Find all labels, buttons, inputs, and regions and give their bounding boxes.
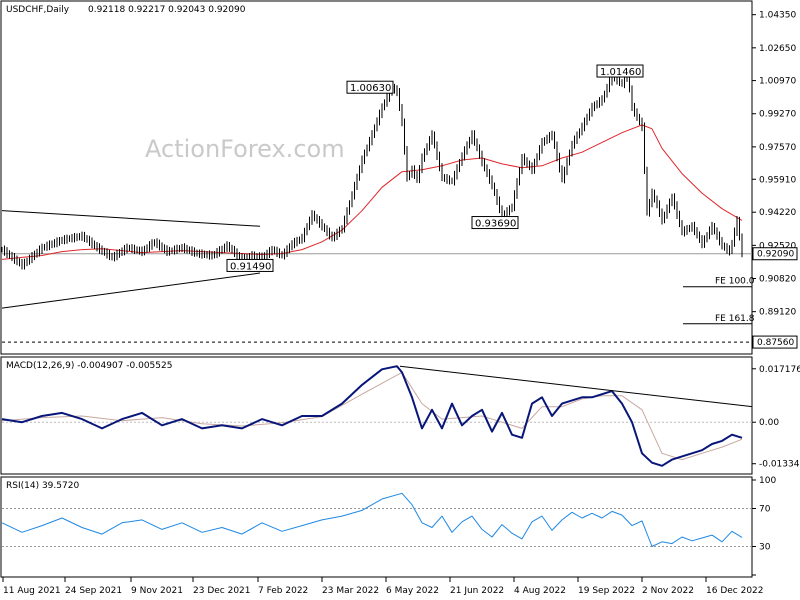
x-tick-label: 21 Jun 2022 xyxy=(450,586,504,596)
annotation-label: 1.01460 xyxy=(600,67,641,78)
upper-trendline xyxy=(1,210,261,227)
macd-tick-label: -0.01334 xyxy=(759,460,800,470)
annotation-label: 1.00630 xyxy=(350,83,391,94)
triangle-trendlines xyxy=(1,210,261,309)
ohlc-label: 0.92118 0.92217 0.92043 0.92090 xyxy=(88,5,246,15)
ma-line xyxy=(1,124,743,260)
x-tick-label: 24 Sep 2021 xyxy=(65,586,122,596)
macd-trendline xyxy=(399,365,753,408)
rsi-panel-frame xyxy=(0,476,753,578)
rsi-tick-label: 30 xyxy=(759,543,771,553)
annotation-box xyxy=(471,216,519,230)
x-tick-label: 9 Nov 2021 xyxy=(131,586,183,596)
rsi-line xyxy=(1,492,743,547)
rsi-tick-label: 70 xyxy=(759,505,771,515)
macd-title: MACD(12,26,9) -0.004907 -0.005525 xyxy=(6,361,172,371)
x-tick-label: 23 Dec 2021 xyxy=(193,586,251,596)
watermark: ActionForex.com xyxy=(145,135,345,163)
x-tick-label: 7 Feb 2022 xyxy=(258,586,308,596)
price-tick-label: 1.00970 xyxy=(759,77,796,87)
rsi-title: RSI(14) 39.5720 xyxy=(6,481,79,491)
macd-series: 0.017176 0.00 -0.01334 xyxy=(1,365,800,470)
symbol-label: USDCHF,Daily xyxy=(6,5,70,15)
price-tick-label: 0.99270 xyxy=(759,110,796,120)
fe-label: FE 161.8 xyxy=(715,314,755,324)
level-label: 0.87560 xyxy=(757,338,794,348)
rsi-series: 100 70 30 xyxy=(1,476,776,576)
annotation-label: 0.93690 xyxy=(475,219,516,230)
price-tick-label: 0.95910 xyxy=(759,175,796,185)
moving-average xyxy=(1,124,743,260)
current-price-box xyxy=(752,247,798,261)
x-axis: 11 Aug 2021 24 Sep 2021 9 Nov 2021 23 Dec 2… xyxy=(2,577,764,596)
annotation-label: 0.91490 xyxy=(230,261,271,272)
price-panel-frame xyxy=(0,0,753,355)
current-price-label: 0.92090 xyxy=(757,250,794,260)
annotation-box xyxy=(226,258,274,272)
price-tick-label: 0.94220 xyxy=(759,208,796,218)
x-tick-label: 2 Nov 2022 xyxy=(642,586,694,596)
x-tick-label: 4 Aug 2022 xyxy=(514,586,566,596)
price-tick-label: 0.89120 xyxy=(759,308,796,318)
macd-panel-frame xyxy=(0,356,753,475)
level-box xyxy=(752,335,798,349)
x-tick-label: 6 May 2022 xyxy=(386,586,439,596)
price-tick-label: 1.02650 xyxy=(759,44,796,54)
x-tick-label: 16 Dec 2022 xyxy=(706,586,764,596)
annotation-box xyxy=(346,80,394,94)
price-axis-ticks: 1.04350 1.02650 1.00970 0.99270 0.97570 0.959… xyxy=(752,11,796,318)
price-tick-label: 0.92520 xyxy=(759,241,796,251)
annotation-box xyxy=(596,64,644,78)
price-tick-label: 1.04350 xyxy=(759,11,796,21)
price-annotations: 1.00630 1.01460 0.93690 0.91490 xyxy=(226,64,644,272)
price-levels: 0.92090 0.87560 FE 100.0 FE 161.8 xyxy=(2,247,798,349)
lower-trendline xyxy=(1,272,261,309)
macd-tick-label: 0.017176 xyxy=(759,365,800,375)
macd-line xyxy=(1,365,743,467)
price-tick-label: 0.90820 xyxy=(759,275,796,285)
fe-label: FE 100.0 xyxy=(715,277,755,287)
macd-tick-label: 0.00 xyxy=(759,418,779,428)
price-tick-label: 0.97570 xyxy=(759,143,796,153)
rsi-tick-label: 100 xyxy=(759,476,776,486)
x-tick-label: 23 Mar 2022 xyxy=(322,586,379,596)
x-tick-label: 11 Aug 2021 xyxy=(3,586,61,596)
x-tick-label: 19 Sep 2022 xyxy=(578,586,635,596)
